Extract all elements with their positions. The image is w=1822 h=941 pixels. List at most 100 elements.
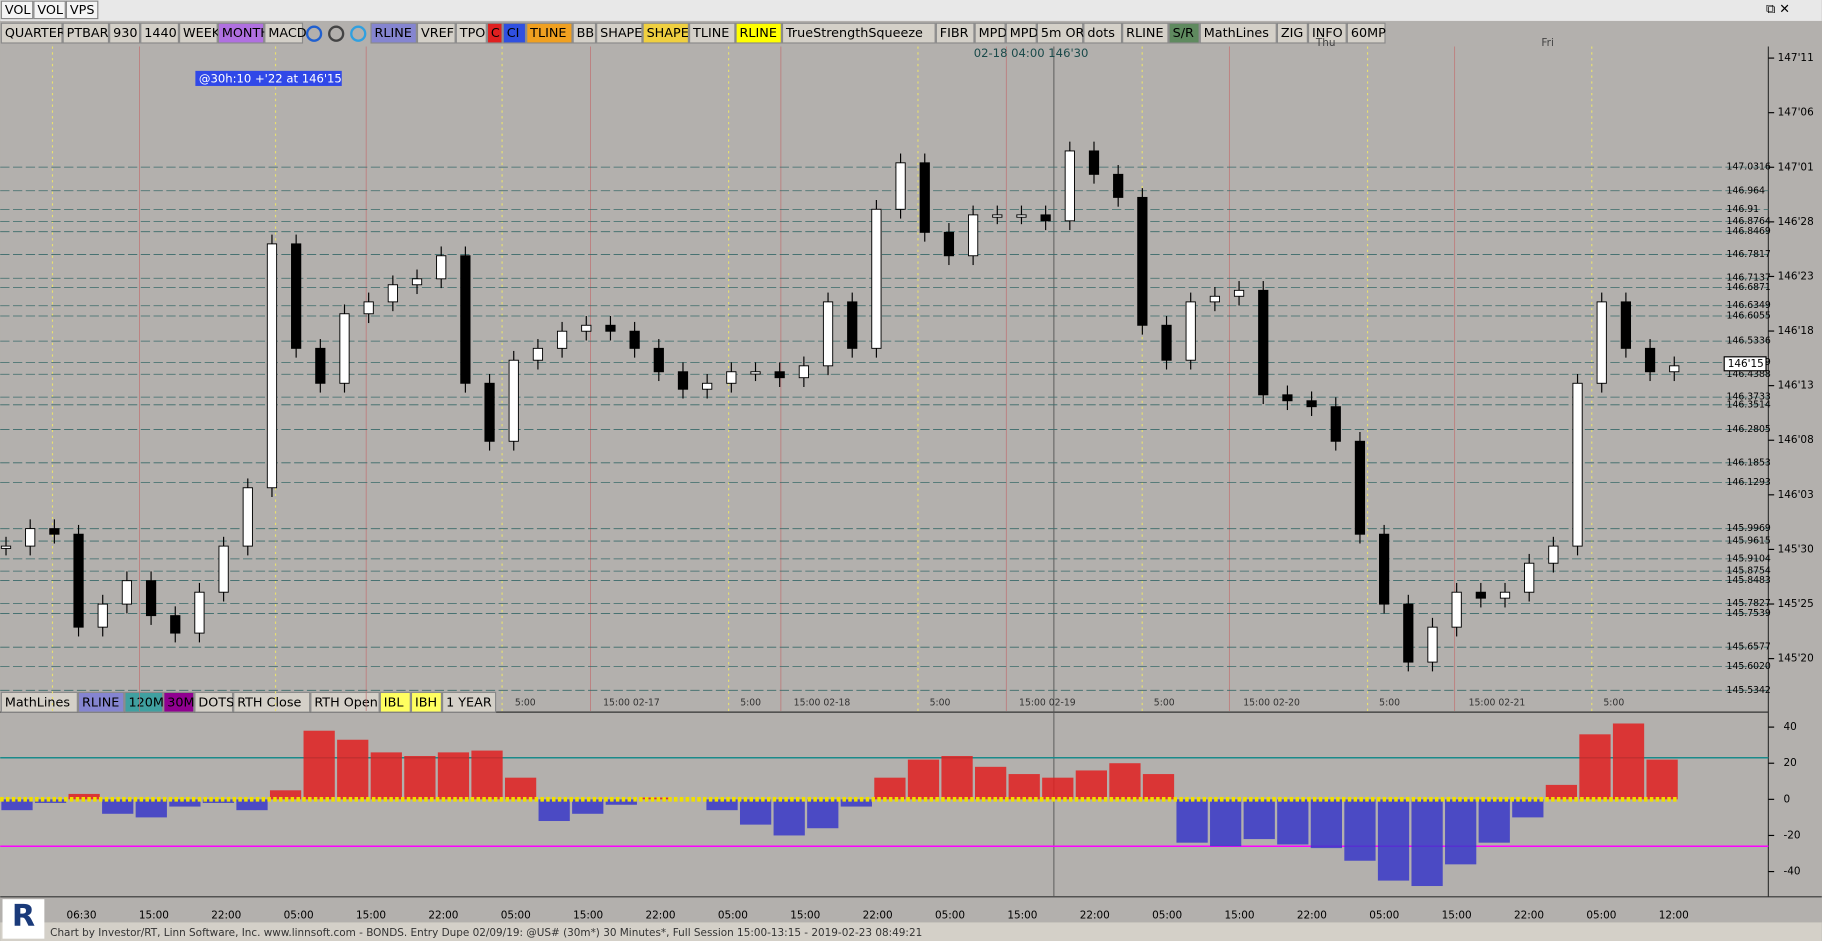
button[interactable] <box>0 22 63 44</box>
tab[interactable] <box>33 0 66 20</box>
button[interactable] <box>688 22 736 44</box>
button-label[interactable]: 5m OR <box>1041 26 1085 41</box>
tab[interactable] <box>0 0 34 20</box>
button-label[interactable]: C <box>491 26 500 41</box>
button[interactable] <box>178 22 218 44</box>
button[interactable] <box>781 22 936 44</box>
button-label[interactable]: TPO <box>459 26 486 41</box>
button[interactable] <box>502 22 527 44</box>
button-label[interactable]: 60MP <box>1351 26 1386 41</box>
button-label[interactable]: 120M <box>128 695 163 710</box>
button-label[interactable]: PTBAR <box>67 26 109 41</box>
button-label[interactable]: IBH <box>415 695 437 710</box>
button[interactable] <box>1276 22 1308 44</box>
button-label[interactable]: MathLines <box>1204 26 1270 41</box>
button[interactable] <box>486 22 503 44</box>
button-label[interactable]: RTH Close <box>237 695 301 710</box>
button-label[interactable]: VREF <box>421 26 454 41</box>
button[interactable] <box>596 22 643 44</box>
button[interactable] <box>1307 22 1347 44</box>
button-label[interactable]: SHAPE <box>600 26 642 41</box>
button-label[interactable]: TLINE <box>692 26 729 41</box>
button[interactable] <box>379 691 411 713</box>
button[interactable] <box>1346 22 1386 44</box>
button-label[interactable]: ZIG <box>1281 26 1303 41</box>
tool-icon[interactable] <box>350 25 367 42</box>
button-label[interactable]: QUARTER <box>5 26 66 41</box>
button-label[interactable]: SHAPE <box>647 26 689 41</box>
button[interactable] <box>194 691 234 713</box>
button[interactable] <box>974 22 1006 44</box>
macd-bar <box>1109 763 1141 800</box>
button[interactable] <box>217 22 265 44</box>
button[interactable] <box>735 22 782 44</box>
time-tick-label: 06:30 <box>66 909 96 921</box>
button[interactable] <box>1036 22 1084 44</box>
button[interactable] <box>370 22 417 44</box>
window-controls[interactable]: ⧉ ✕ <box>1766 2 1790 17</box>
button[interactable] <box>1005 22 1037 44</box>
button-label[interactable]: CI <box>507 26 520 41</box>
button[interactable] <box>163 691 195 713</box>
button[interactable] <box>140 22 179 44</box>
tab-label[interactable]: VPS <box>70 3 95 18</box>
button-label[interactable]: MPD <box>1010 26 1039 41</box>
button[interactable] <box>310 691 380 713</box>
button-label[interactable]: 1440 <box>144 26 177 41</box>
button[interactable] <box>1122 22 1169 44</box>
button-label[interactable]: MPD <box>979 26 1008 41</box>
button-label[interactable]: MACD <box>268 26 306 41</box>
price-tick-label: 146'28 <box>1778 216 1814 228</box>
button[interactable] <box>1083 22 1123 44</box>
button-label[interactable]: RTH Open <box>314 695 378 710</box>
tool-icon[interactable] <box>328 25 345 42</box>
button[interactable] <box>455 22 487 44</box>
button[interactable] <box>77 691 125 713</box>
button[interactable] <box>109 22 141 44</box>
button-label[interactable]: WEEK <box>183 26 221 41</box>
tool-icon[interactable] <box>305 25 323 42</box>
macd-bar <box>907 759 940 800</box>
candle-body <box>1620 301 1632 349</box>
button-label[interactable]: 30M <box>167 695 194 710</box>
price-tick-label: 145'30 <box>1778 543 1814 555</box>
button-label[interactable]: dots <box>1087 26 1115 41</box>
button-label[interactable]: FIBR <box>940 26 969 41</box>
candle-body <box>992 214 1003 218</box>
button-label[interactable]: RLINE <box>1126 26 1163 41</box>
button-label[interactable]: TLINE <box>529 26 566 41</box>
tab-label[interactable]: VOL <box>37 3 64 18</box>
button-label[interactable]: MONTH <box>222 26 270 41</box>
button[interactable] <box>1168 22 1200 44</box>
button[interactable] <box>642 22 689 44</box>
button-label[interactable]: IBL <box>384 695 405 710</box>
button[interactable] <box>410 691 443 713</box>
time-tick-label: 22:00 <box>1297 909 1327 921</box>
button-label[interactable]: DOTS <box>198 695 234 710</box>
button-label[interactable]: 1 YEAR <box>446 695 492 710</box>
button-label[interactable]: INFO <box>1312 26 1343 41</box>
button-label[interactable]: BB <box>577 26 595 41</box>
button-label[interactable]: RLINE <box>375 26 412 41</box>
button[interactable] <box>935 22 975 44</box>
button[interactable] <box>124 691 164 713</box>
button-label[interactable]: RLINE <box>82 695 119 710</box>
tab[interactable] <box>65 0 99 20</box>
button-label[interactable]: S/R <box>1173 26 1194 41</box>
button[interactable] <box>526 22 573 44</box>
button-label[interactable]: TrueStrengthSqueeze <box>785 26 923 41</box>
button-label[interactable]: 930 <box>113 26 137 41</box>
button-label[interactable]: RLINE <box>740 26 777 41</box>
macd-bar <box>1 799 33 811</box>
candle-body <box>1524 562 1535 593</box>
button[interactable] <box>62 22 110 44</box>
button[interactable] <box>264 22 304 44</box>
button[interactable] <box>233 691 311 713</box>
tab-label[interactable]: VOL <box>5 3 32 18</box>
button[interactable] <box>1199 22 1277 44</box>
button[interactable] <box>0 691 78 713</box>
button[interactable] <box>442 691 497 713</box>
button-label[interactable]: MathLines <box>5 695 71 710</box>
button[interactable] <box>416 22 456 44</box>
button[interactable] <box>572 22 597 44</box>
